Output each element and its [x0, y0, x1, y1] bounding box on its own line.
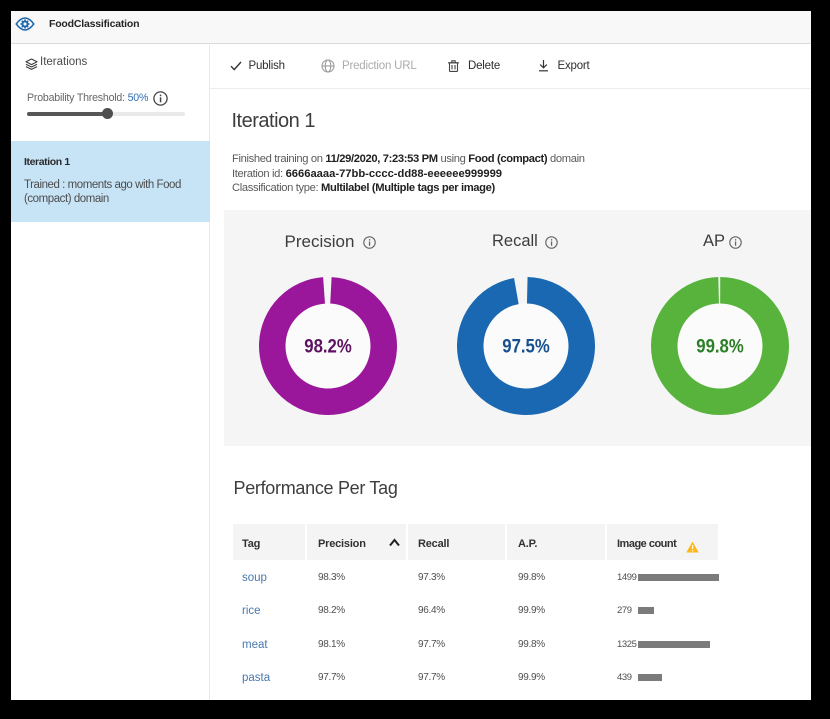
svg-text:97.5%: 97.5%: [502, 336, 550, 357]
svg-text:99.8%: 99.8%: [696, 336, 744, 357]
svg-text:98.2%: 98.2%: [304, 336, 352, 357]
